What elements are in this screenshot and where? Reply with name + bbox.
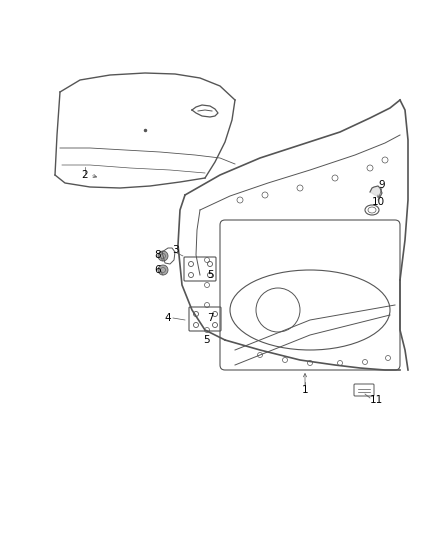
Text: 2: 2: [82, 170, 88, 180]
Text: 10: 10: [371, 197, 385, 207]
Text: 5: 5: [204, 335, 210, 345]
Text: 3: 3: [172, 245, 178, 255]
Text: 7: 7: [207, 313, 213, 323]
Text: 1: 1: [302, 385, 308, 395]
Text: 6: 6: [155, 265, 161, 275]
Text: 4: 4: [165, 313, 171, 323]
Text: 5: 5: [207, 270, 213, 280]
Text: 8: 8: [155, 250, 161, 260]
Polygon shape: [370, 186, 382, 197]
Circle shape: [158, 251, 168, 261]
Text: 11: 11: [369, 395, 383, 405]
Text: 9: 9: [379, 180, 385, 190]
Circle shape: [158, 265, 168, 275]
